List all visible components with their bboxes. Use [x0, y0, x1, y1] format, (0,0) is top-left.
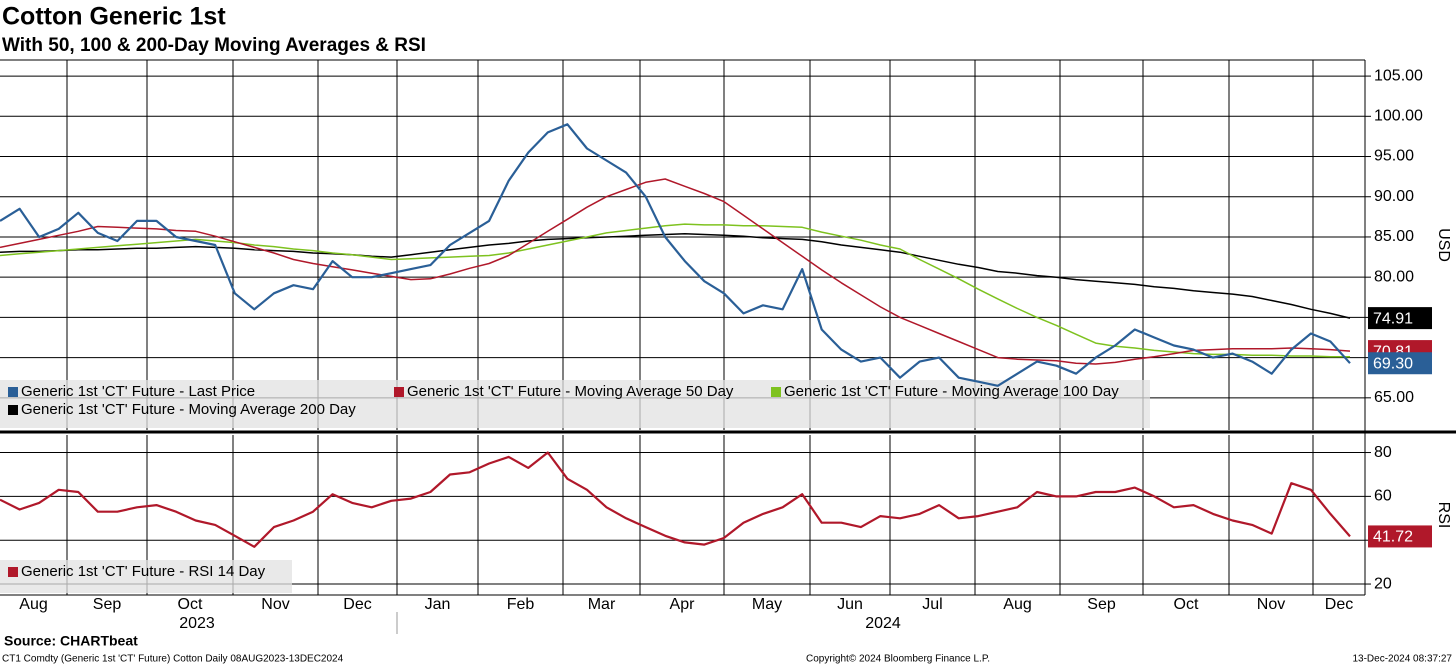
legend-box	[0, 380, 1150, 428]
y-tick-label: 100.00	[1374, 108, 1423, 125]
y-tick-label: 80.00	[1374, 268, 1414, 285]
x-tick-label: Oct	[178, 596, 203, 613]
series-line	[0, 123, 1351, 387]
footer-left: CT1 Comdty (Generic 1st 'CT' Future) Cot…	[2, 654, 344, 665]
y-tick-label: 105.00	[1374, 67, 1423, 84]
legend-box	[0, 560, 292, 593]
last-value-label: 41.72	[1373, 529, 1413, 546]
last-value-box	[1368, 307, 1432, 330]
legend-label: Generic 1st 'CT' Future - Moving Average…	[407, 383, 734, 400]
last-value-box	[1368, 352, 1432, 375]
legend-label: Generic 1st 'CT' Future - Moving Average…	[21, 401, 356, 418]
source: Source: CHARTbeat	[4, 633, 138, 649]
legend-swatch	[394, 387, 404, 397]
legend-label: Generic 1st 'CT' Future - RSI 14 Day	[21, 563, 266, 580]
last-value-label: 69.30	[1373, 355, 1413, 372]
x-tick-label: Oct	[1174, 596, 1199, 613]
x-tick-label: Dec	[343, 596, 371, 613]
y-axis-title: RSI	[1435, 502, 1452, 529]
y-tick-label: 90.00	[1374, 188, 1414, 205]
x-tick-label: Feb	[507, 596, 535, 613]
legend-swatch	[8, 387, 18, 397]
legend-label: Generic 1st 'CT' Future - Last Price	[21, 383, 255, 400]
series-line	[0, 223, 1350, 358]
y-tick-label: 85.00	[1374, 228, 1414, 245]
last-value-box	[1368, 525, 1432, 548]
footer-center: Copyright© 2024 Bloomberg Finance L.P.	[806, 654, 990, 665]
legend-swatch	[771, 387, 781, 397]
y-tick-label: 65.00	[1374, 389, 1414, 406]
series-line	[0, 178, 1351, 365]
y-tick-label: 95.00	[1374, 148, 1414, 165]
chart-subtitle: With 50, 100 & 200-Day Moving Averages &…	[2, 35, 426, 56]
chart-title: Cotton Generic 1st	[2, 3, 226, 31]
x-tick-label: Jun	[837, 596, 863, 613]
x-tick-label: Aug	[1003, 596, 1031, 613]
last-value-label: 74.91	[1373, 310, 1413, 327]
year-label: 2024	[865, 615, 901, 632]
legend-swatch	[8, 567, 18, 577]
x-tick-label: Dec	[1325, 596, 1353, 613]
year-label: 2023	[179, 615, 215, 632]
x-tick-label: Sep	[93, 596, 122, 613]
y-tick-label: 20	[1374, 575, 1392, 592]
series-line	[0, 451, 1351, 548]
y-tick-label: 60	[1374, 488, 1392, 505]
x-tick-label: Apr	[670, 596, 696, 613]
x-tick-label: Aug	[19, 596, 47, 613]
legend-swatch	[8, 405, 18, 415]
x-tick-label: Jan	[425, 596, 451, 613]
y-axis-title: USD	[1435, 228, 1452, 262]
footer-right: 13-Dec-2024 08:37:27	[1352, 654, 1452, 665]
x-tick-label: Nov	[1257, 596, 1285, 613]
series-line	[0, 232, 1351, 319]
legend-label: Generic 1st 'CT' Future - Moving Average…	[784, 383, 1119, 400]
x-tick-label: Sep	[1087, 596, 1116, 613]
x-tick-label: Mar	[588, 596, 616, 613]
x-tick-label: May	[752, 596, 782, 613]
x-tick-label: Nov	[261, 596, 289, 613]
y-tick-label: 80	[1374, 444, 1392, 461]
x-tick-label: Jul	[922, 596, 942, 613]
